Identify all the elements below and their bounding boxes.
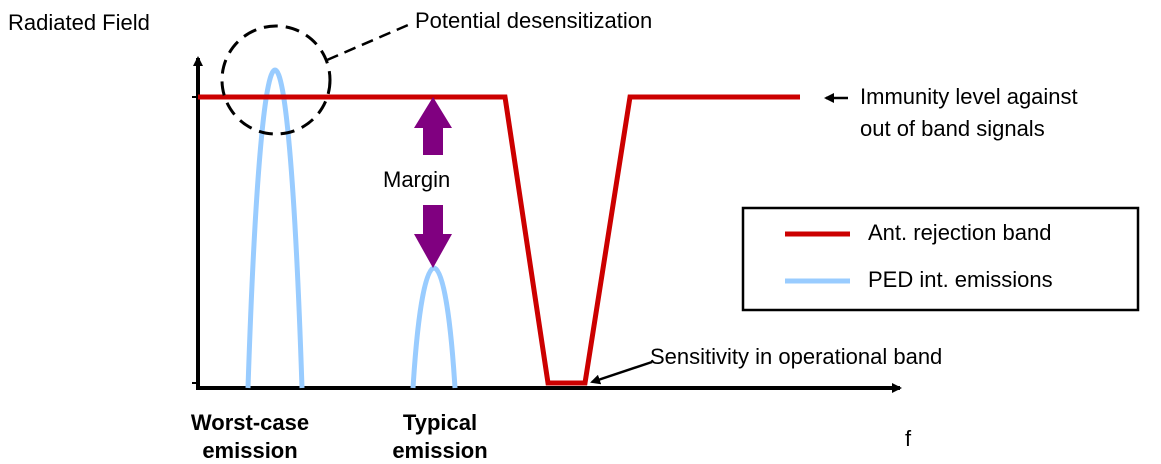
callout-line [326,23,409,62]
margin-arrow-up [414,97,452,155]
x-label: Typical [403,410,477,435]
annotation: Margin [383,167,450,192]
x-label: Worst-case [191,410,309,435]
legend-label: PED int. emissions [868,267,1053,292]
annotation: Sensitivity in operational band [650,344,942,369]
annotation: Immunity level against [860,84,1078,109]
sensitivity-arrow [590,360,653,385]
desensitization-circle [220,24,332,136]
typical-emission-curve [410,265,458,389]
rejection-band-line [198,94,800,386]
worst-case-emission-curve [245,67,305,389]
annotation: out of band signals [860,116,1045,141]
legend-label: Ant. rejection band [868,220,1051,245]
x-label: emission [202,438,297,463]
y-axis-label: Radiated Field [8,10,150,35]
margin-arrow-down [414,205,452,268]
legend-box [741,206,1140,312]
annotation: Potential desensitization [415,8,652,33]
x-label: emission [392,438,487,463]
x-axis-label: f [905,426,912,451]
